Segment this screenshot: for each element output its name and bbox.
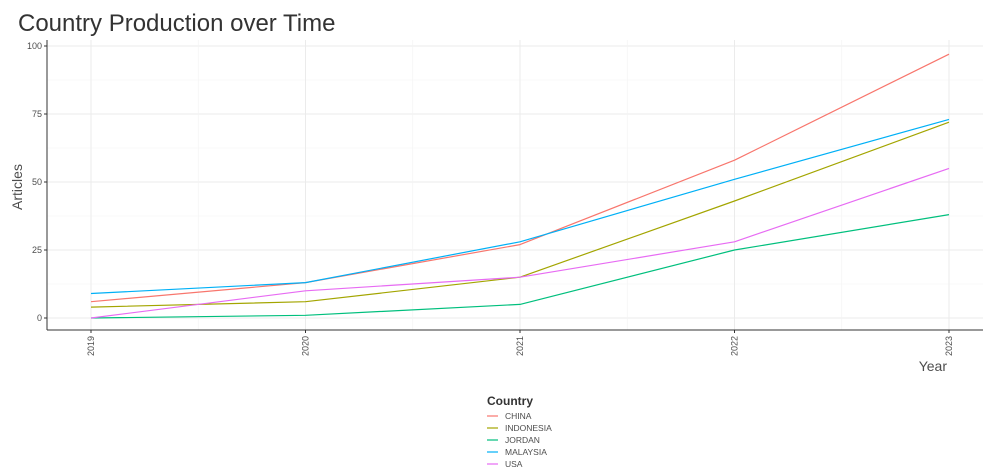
x-tick-label: 2023 <box>944 336 954 356</box>
legend-label-indonesia: INDONESIA <box>505 423 552 433</box>
x-tick-label: 2020 <box>301 336 311 356</box>
y-tick-label: 50 <box>32 177 42 187</box>
series-line-china <box>90 53 950 303</box>
series-lines <box>90 53 950 319</box>
chart-title: Country Production over Time <box>18 10 335 37</box>
x-tick-labels: 2019 2020 2021 2022 2023 <box>86 330 954 356</box>
axes <box>46 40 983 331</box>
series-line-jordan <box>90 214 950 319</box>
y-tick-label: 100 <box>27 41 42 51</box>
x-tick-label: 2022 <box>730 336 740 356</box>
grid <box>47 40 983 330</box>
x-axis-label: Year <box>919 358 948 374</box>
x-tick-label: 2019 <box>86 336 96 356</box>
legend-label-malaysia: MALAYSIA <box>505 447 547 457</box>
legend-title: Country <box>487 394 533 408</box>
series-line-malaysia <box>90 118 950 295</box>
y-tick-label: 0 <box>37 313 42 323</box>
y-tick-labels: 0 25 50 75 100 <box>27 41 47 323</box>
legend: CHINA INDONESIA JORDAN MALAYSIA USA <box>487 411 552 469</box>
y-axis-label: Articles <box>9 164 25 210</box>
legend-label-jordan: JORDAN <box>505 435 540 445</box>
legend-label-usa: USA <box>505 459 523 469</box>
y-tick-label: 75 <box>32 109 42 119</box>
x-tick-label: 2021 <box>515 336 525 356</box>
legend-label-china: CHINA <box>505 411 532 421</box>
series-line-usa <box>90 167 950 319</box>
y-tick-label: 25 <box>32 245 42 255</box>
